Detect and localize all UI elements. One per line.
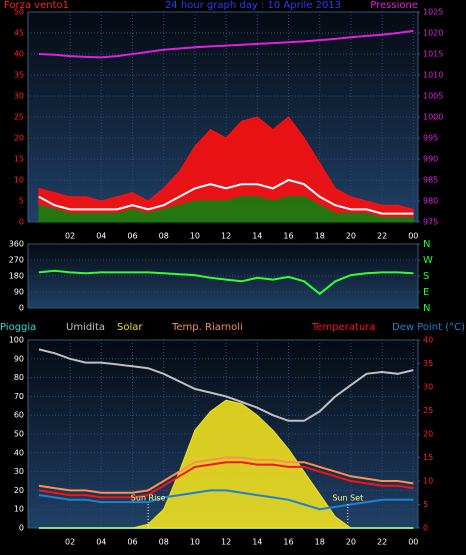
y-tick-label: 100 bbox=[9, 336, 24, 345]
y-tick-label: 70 bbox=[14, 392, 24, 401]
y2-tick-label: N bbox=[423, 239, 430, 250]
line bbox=[38, 456, 414, 494]
y2-tick-label: W bbox=[423, 255, 433, 266]
y2-tick-label: 35 bbox=[423, 359, 433, 368]
y2-tick-label: 985 bbox=[423, 176, 438, 185]
area bbox=[38, 196, 414, 223]
y2-tick-label: 1015 bbox=[423, 50, 443, 59]
legend-entry: Solar bbox=[117, 322, 143, 333]
x-tick-label: 20 bbox=[346, 232, 356, 241]
y-tick-label: 30 bbox=[14, 467, 24, 476]
x-tick-label: 10 bbox=[190, 232, 200, 241]
line bbox=[38, 461, 414, 499]
x-tick-label: 04 bbox=[96, 538, 106, 547]
y-tick-label: 0 bbox=[19, 218, 24, 227]
y-tick-label: 10 bbox=[14, 176, 24, 185]
y-tick-label: 15 bbox=[14, 155, 24, 164]
line bbox=[38, 489, 414, 511]
y-tick-label: 10 bbox=[14, 505, 24, 514]
y-tick-label: 270 bbox=[9, 256, 24, 265]
line bbox=[38, 29, 414, 59]
y-tick-label: 90 bbox=[14, 354, 24, 363]
y2-tick-label: E bbox=[423, 287, 429, 298]
x-tick-label: 14 bbox=[252, 232, 262, 241]
y2-tick-label: 15 bbox=[423, 453, 433, 462]
x-tick-label: 02 bbox=[65, 232, 75, 241]
annotation: Sun Rise bbox=[131, 494, 166, 503]
x-tick-label: 06 bbox=[127, 538, 137, 547]
y-tick-label: 50 bbox=[14, 430, 24, 439]
y-tick-label: 360 bbox=[9, 240, 24, 249]
y-tick-label: 20 bbox=[14, 486, 24, 495]
x-tick-label: 18 bbox=[315, 232, 325, 241]
line bbox=[38, 178, 414, 215]
y2-tick-label: N bbox=[423, 303, 430, 314]
x-tick-label: 00 bbox=[408, 232, 418, 241]
y2-tick-label: 990 bbox=[423, 155, 438, 164]
y2-tick-label: 5 bbox=[423, 500, 428, 509]
x-tick-label: 18 bbox=[315, 538, 325, 547]
legend-entry: Pioggia bbox=[0, 322, 36, 333]
y2-tick-label: 0 bbox=[423, 524, 428, 533]
y2-tick-label: S bbox=[423, 271, 429, 282]
line bbox=[38, 348, 414, 422]
y2-tick-label: 1005 bbox=[423, 92, 443, 101]
x-tick-label: 04 bbox=[96, 232, 106, 241]
y2-tick-label: 1020 bbox=[423, 29, 443, 38]
y-tick-label: 20 bbox=[14, 134, 24, 143]
y-tick-label: 40 bbox=[14, 448, 24, 457]
legend-entry: Umidita bbox=[66, 322, 105, 333]
x-tick-label: 08 bbox=[159, 232, 169, 241]
y2-tick-label: 975 bbox=[423, 218, 438, 227]
y-tick-label: 30 bbox=[14, 92, 24, 101]
right-title: Pressione bbox=[370, 0, 418, 11]
legend-entry: Dew Point (°C) bbox=[392, 322, 465, 333]
chart-title: 24 hour graph day : 10 Aprile 2013 bbox=[165, 0, 341, 11]
x-tick-label: 08 bbox=[159, 538, 169, 547]
legend-entry: Temp. Riarnoli bbox=[171, 322, 243, 333]
x-tick-label: 16 bbox=[283, 232, 293, 241]
x-tick-label: 12 bbox=[221, 538, 231, 547]
x-tick-label: 20 bbox=[346, 538, 356, 547]
y-tick-label: 0 bbox=[19, 304, 24, 313]
x-tick-label: 16 bbox=[283, 538, 293, 547]
left-title: Forza vento1 bbox=[4, 0, 69, 11]
y2-tick-label: 1010 bbox=[423, 71, 443, 80]
y-tick-label: 180 bbox=[9, 272, 24, 281]
x-tick-label: 14 bbox=[252, 538, 262, 547]
y2-tick-label: 40 bbox=[423, 336, 433, 345]
x-tick-label: 02 bbox=[65, 538, 75, 547]
y-tick-label: 0 bbox=[19, 524, 24, 533]
y-tick-label: 40 bbox=[14, 50, 24, 59]
x-tick-label: 06 bbox=[127, 232, 137, 241]
y-tick-label: 25 bbox=[14, 113, 24, 122]
y2-tick-label: 10 bbox=[423, 477, 433, 486]
y-tick-label: 35 bbox=[14, 71, 24, 80]
y-tick-label: 50 bbox=[14, 8, 24, 17]
x-tick-label: 22 bbox=[377, 232, 387, 241]
y2-tick-label: 1000 bbox=[423, 113, 443, 122]
y-tick-label: 5 bbox=[19, 197, 24, 206]
x-tick-label: 12 bbox=[221, 232, 231, 241]
y-tick-label: 90 bbox=[14, 288, 24, 297]
y-tick-label: 45 bbox=[14, 29, 24, 38]
y-tick-label: 80 bbox=[14, 373, 24, 382]
x-tick-label: 00 bbox=[408, 538, 418, 547]
y2-tick-label: 980 bbox=[423, 197, 438, 206]
legend-entry: Temperatura bbox=[311, 322, 376, 333]
y2-tick-label: 25 bbox=[423, 406, 433, 415]
y2-tick-label: 20 bbox=[423, 430, 433, 439]
line bbox=[38, 269, 414, 296]
x-tick-label: 10 bbox=[190, 538, 200, 547]
y2-tick-label: 995 bbox=[423, 134, 438, 143]
annotation: Sun Set bbox=[332, 494, 363, 503]
y-tick-label: 60 bbox=[14, 411, 24, 420]
y2-tick-label: 1025 bbox=[423, 8, 443, 17]
y2-tick-label: 30 bbox=[423, 383, 433, 392]
area bbox=[38, 399, 414, 529]
x-tick-label: 22 bbox=[377, 538, 387, 547]
